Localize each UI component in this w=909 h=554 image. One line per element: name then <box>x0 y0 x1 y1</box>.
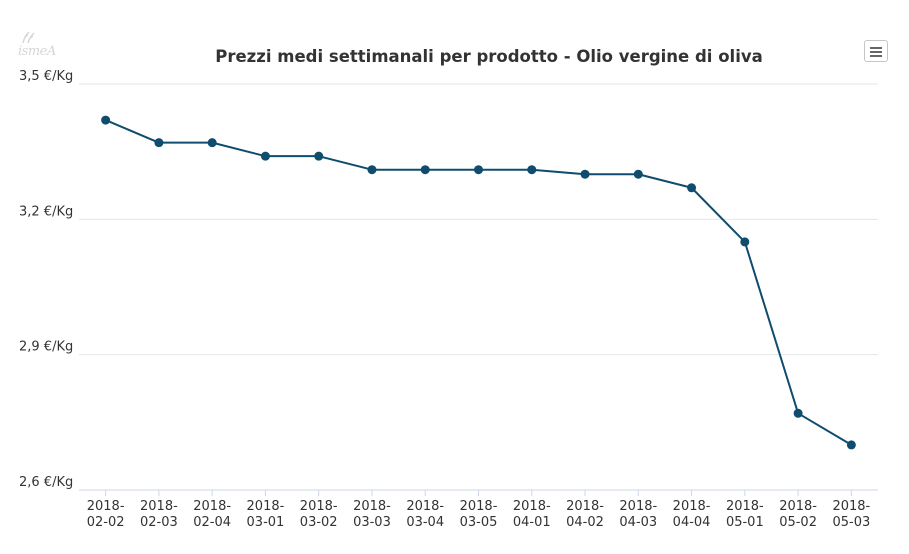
data-point[interactable] <box>474 165 483 175</box>
hamburger-menu-icon <box>870 47 882 49</box>
data-point[interactable] <box>420 165 430 175</box>
y-tick-label: 3,5 €/Kg <box>19 69 73 84</box>
data-point[interactable] <box>580 169 590 179</box>
chart-context-menu-button[interactable] <box>864 40 888 62</box>
y-tick-label: 3,2 €/Kg <box>19 204 73 219</box>
logo-text: ismeA <box>18 44 56 59</box>
data-point[interactable] <box>793 408 803 418</box>
x-tick-label: 2018-04-04 <box>673 499 711 530</box>
x-tick-label: 2018-03-03 <box>353 499 391 530</box>
x-tick-label: 2018-05-01 <box>726 499 764 530</box>
series-olio-vergine <box>101 115 856 450</box>
ismea-logo: ismeA <box>14 30 74 64</box>
x-tick-label: 2018-03-04 <box>406 499 444 530</box>
data-point[interactable] <box>527 165 537 175</box>
y-tick-label: 2,6 €/Kg <box>19 475 73 490</box>
x-tick-label: 2018-05-02 <box>779 499 817 530</box>
data-point[interactable] <box>314 151 324 161</box>
data-point[interactable] <box>846 440 856 450</box>
x-tick-label: 2018-03-02 <box>300 499 338 530</box>
x-axis-labels: 2018-02-02 2018-02-03 2018-02-04 2018-03-01… <box>87 490 871 530</box>
x-tick-label: 2018-02-02 <box>87 499 125 530</box>
data-point[interactable] <box>207 138 217 148</box>
x-tick-label: 2018-04-03 <box>619 499 657 530</box>
data-point[interactable] <box>101 115 111 125</box>
x-tick-label: 2018-04-01 <box>513 499 551 530</box>
x-tick-label: 2018-02-04 <box>193 499 231 530</box>
x-tick-label: 2018-03-05 <box>460 499 498 530</box>
data-point[interactable] <box>633 169 643 179</box>
y-tick-label: 2,9 €/Kg <box>19 340 73 355</box>
leaf-icon <box>22 31 35 44</box>
y-axis-labels: 3,5 €/Kg 3,2 €/Kg 2,9 €/Kg 2,6 €/Kg <box>19 69 73 490</box>
data-point[interactable] <box>687 183 697 193</box>
data-point[interactable] <box>260 151 270 161</box>
chart-title: Prezzi medi settimanali per prodotto - O… <box>215 47 763 66</box>
x-tick-label: 2018-05-03 <box>832 499 870 530</box>
x-tick-label: 2018-04-02 <box>566 499 604 530</box>
x-tick-label: 2018-03-01 <box>247 499 285 530</box>
data-point[interactable] <box>154 138 164 148</box>
data-point[interactable] <box>367 165 377 175</box>
x-tick-label: 2018-02-03 <box>140 499 178 530</box>
data-point[interactable] <box>740 237 750 247</box>
